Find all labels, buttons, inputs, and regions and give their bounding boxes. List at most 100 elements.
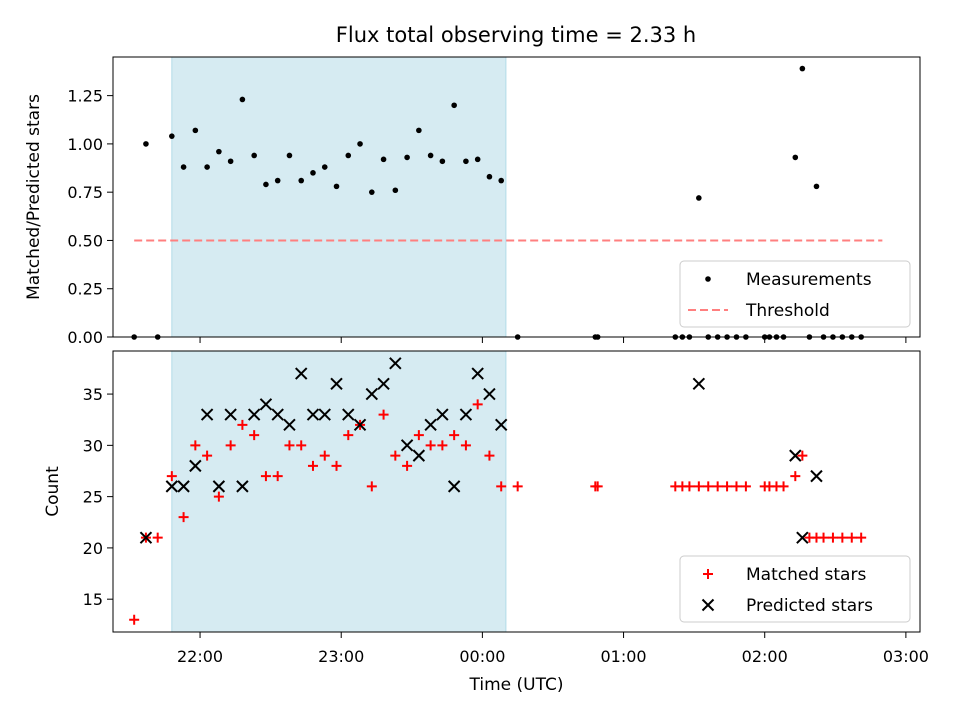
matched-star-point bbox=[684, 481, 695, 492]
matched-star-point bbox=[437, 440, 448, 451]
y-tick-label: 25 bbox=[83, 488, 103, 507]
measurement-point bbox=[321, 164, 328, 170]
measurement-point bbox=[474, 156, 481, 163]
y-tick-label: 20 bbox=[83, 539, 103, 558]
matched-star-point bbox=[460, 440, 471, 451]
matched-star-point bbox=[731, 481, 742, 492]
measurement-point bbox=[169, 133, 175, 139]
measurement-point bbox=[251, 152, 257, 159]
matched-star-point bbox=[166, 471, 177, 482]
matched-star-point bbox=[307, 460, 318, 471]
predicted-star-point bbox=[436, 408, 449, 421]
matched-star-point bbox=[260, 471, 271, 482]
top-legend: Measurements Threshold bbox=[679, 260, 911, 328]
matched-star-point bbox=[693, 481, 704, 492]
matched-star-point bbox=[722, 481, 733, 492]
predicted-star-point bbox=[189, 459, 202, 473]
predicted-star-point bbox=[330, 377, 343, 391]
matched-star-point bbox=[331, 460, 342, 471]
matched-star-point bbox=[449, 430, 460, 441]
measurement-point bbox=[143, 141, 149, 147]
measurement-point bbox=[216, 148, 222, 155]
matched-star-point bbox=[512, 481, 523, 492]
matched-star-point bbox=[343, 430, 354, 441]
y-tick-label: 1.25 bbox=[67, 87, 103, 106]
measurement-point bbox=[696, 195, 702, 201]
matched-star-point bbox=[237, 419, 248, 430]
measurement-point bbox=[427, 152, 434, 159]
y-tick-label: 15 bbox=[83, 590, 103, 609]
matched-star-point bbox=[129, 614, 140, 625]
predicted-star-point bbox=[165, 480, 179, 493]
y-tick-label: 0.00 bbox=[67, 328, 103, 347]
matched-star-point bbox=[846, 532, 857, 543]
matched-star-point bbox=[366, 481, 377, 492]
matched-star-point bbox=[837, 532, 848, 543]
legend-label: Measurements bbox=[746, 270, 872, 290]
matched-star-point bbox=[425, 440, 436, 451]
y-tick-label: 0.75 bbox=[67, 183, 103, 202]
bottom-plot-frame bbox=[112, 350, 921, 633]
predicted-star-point bbox=[224, 408, 237, 421]
predicted-star-point bbox=[789, 449, 802, 462]
legend-box bbox=[679, 555, 911, 623]
predicted-star-point bbox=[447, 480, 461, 493]
top-x-ticks bbox=[199, 337, 907, 343]
measurement-point bbox=[180, 164, 187, 170]
matched-star-point bbox=[202, 450, 213, 461]
chart-title: Flux total observing time = 2.33 h bbox=[336, 23, 696, 47]
measurement-point bbox=[274, 177, 281, 184]
x-tick-label: 03:00 bbox=[883, 647, 929, 666]
top-plot-frame bbox=[112, 56, 921, 338]
predicted-star-point bbox=[342, 408, 355, 421]
predicted-star-point bbox=[177, 480, 190, 493]
matched-star-point bbox=[740, 481, 751, 492]
legend-label: Matched stars bbox=[746, 565, 866, 585]
measurement-point bbox=[345, 152, 352, 159]
predicted-star-point bbox=[295, 367, 308, 380]
matched-star-point bbox=[818, 532, 829, 543]
top-panel: 0.00 0.25 0.50 0.75 1.00 1.25 Matched/Predict… bbox=[24, 56, 921, 347]
bottom-observing-window bbox=[171, 350, 507, 633]
measurement-point bbox=[463, 158, 469, 165]
measurement-point bbox=[451, 102, 457, 109]
matched-star-point bbox=[272, 471, 283, 482]
x-tick-label: 01:00 bbox=[600, 647, 646, 666]
predicted-star-point bbox=[459, 408, 473, 421]
predicted-star-point bbox=[283, 418, 296, 432]
matched-star-point bbox=[152, 532, 163, 543]
count-points bbox=[129, 357, 867, 625]
predicted-star-point bbox=[259, 398, 273, 411]
predicted-star-point bbox=[810, 469, 823, 483]
measurement-point bbox=[439, 158, 446, 165]
measurement-point bbox=[298, 177, 305, 184]
predicted-star-point bbox=[247, 408, 261, 421]
measurement-point bbox=[357, 141, 363, 147]
x-tick-label: 00:00 bbox=[459, 647, 505, 666]
measurement-point bbox=[392, 187, 399, 194]
predicted-star-point bbox=[471, 367, 484, 380]
predicted-star-point bbox=[692, 377, 706, 391]
matched-star-point bbox=[703, 481, 714, 492]
legend-label: Threshold bbox=[745, 301, 830, 321]
predicted-star-point bbox=[424, 418, 437, 432]
predicted-star-point bbox=[353, 418, 367, 432]
predicted-star-point bbox=[365, 387, 379, 401]
predicted-star-point bbox=[318, 408, 331, 421]
predicted-star-point bbox=[200, 408, 214, 421]
measurement-point bbox=[369, 189, 375, 195]
matched-star-point bbox=[472, 399, 483, 410]
measurement-point bbox=[813, 183, 820, 190]
measurement-point bbox=[333, 183, 340, 190]
matched-star-point bbox=[827, 532, 838, 543]
measurement-point bbox=[498, 177, 505, 184]
measurement-point bbox=[486, 173, 493, 180]
measurement-point bbox=[286, 152, 293, 159]
y-tick-label: 35 bbox=[83, 385, 103, 404]
matched-star-point bbox=[712, 481, 723, 492]
bottom-legend: Matched stars Predicted stars bbox=[679, 555, 911, 623]
matched-star-point bbox=[249, 430, 260, 441]
top-y-axis: 0.00 0.25 0.50 0.75 1.00 1.25 bbox=[67, 87, 113, 347]
predicted-star-point bbox=[796, 531, 809, 544]
legend-measurement-marker bbox=[705, 276, 711, 282]
